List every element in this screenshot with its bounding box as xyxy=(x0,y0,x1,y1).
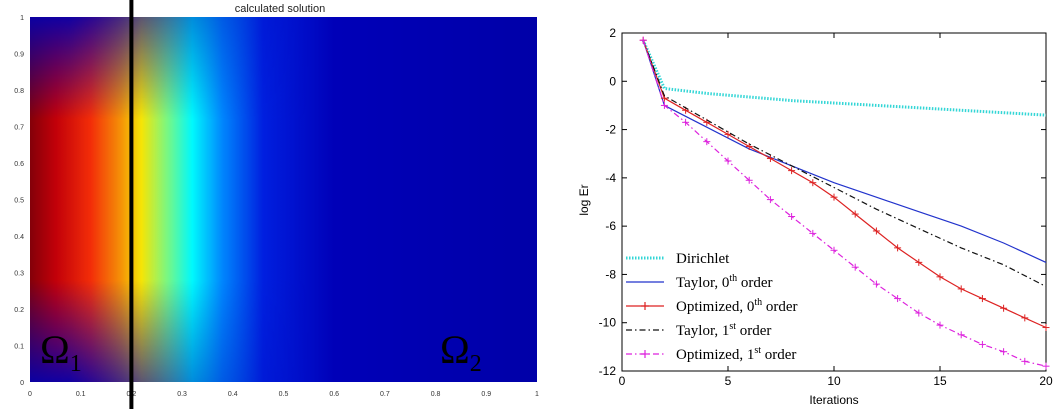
y-tick-label: -4 xyxy=(605,171,616,185)
heatmap-y-tick-label: 0.4 xyxy=(14,234,24,241)
heatmap-edge-shading xyxy=(30,17,537,382)
heatmap-title: calculated solution xyxy=(235,3,326,15)
heatmap-y-tick-label: 0.5 xyxy=(14,198,24,205)
series-3-marker xyxy=(1042,324,1050,332)
x-axis-ticks: 0 5 10 15 20 xyxy=(619,33,1053,388)
series-line-5 xyxy=(642,40,1047,367)
legend-label-2: Taylor, 0th order xyxy=(676,273,773,291)
series-5-marker xyxy=(851,263,859,271)
series-5-marker xyxy=(978,340,986,348)
heatmap-x-tick-label: 0.7 xyxy=(380,391,390,398)
y-tick-label: -8 xyxy=(605,267,616,281)
series-5-marker xyxy=(639,36,647,44)
x-tick-label: 10 xyxy=(827,374,841,388)
y-axis-label: log Er xyxy=(577,184,591,215)
x-tick-label: 5 xyxy=(725,374,732,388)
x-axis-label: Iterations xyxy=(809,393,858,407)
heatmap-x-tick-label: 0.6 xyxy=(329,391,339,398)
series-3-marker xyxy=(894,244,902,252)
heatmap-panel: calculated solution 00.10.20.30.40.50.60… xyxy=(14,0,539,409)
series-3-marker xyxy=(745,142,753,150)
y-tick-label: -2 xyxy=(605,123,616,137)
legend-label-5: Optimized, 1st order xyxy=(676,345,796,363)
convergence-panel: 0 5 10 15 20 2 0 -2 -4 -6 -8 -10 -12 Iterations log… xyxy=(560,0,1056,409)
y-tick-label: 0 xyxy=(609,74,616,88)
heatmap-y-tick-label: 0 xyxy=(20,380,24,387)
y-tick-label: -10 xyxy=(599,316,617,330)
series-line-3 xyxy=(642,39,1047,329)
heatmap-y-tick-label: 0.7 xyxy=(14,125,24,132)
series-3-marker xyxy=(936,273,944,281)
x-tick-label: 20 xyxy=(1039,374,1053,388)
heatmap-x-tick-label: 0.8 xyxy=(431,391,441,398)
heatmap-x-ticks: 00.10.20.30.40.50.60.70.80.91 xyxy=(28,391,539,398)
x-tick-label: 0 xyxy=(619,374,626,388)
series-5-marker xyxy=(936,321,944,329)
series-5-marker xyxy=(1021,357,1029,365)
heatmap-x-tick-label: 0 xyxy=(28,391,32,398)
series-5-marker xyxy=(682,118,690,126)
series-3-marker xyxy=(766,155,774,163)
plot-area xyxy=(621,32,1047,372)
series-3-marker xyxy=(1000,304,1008,312)
legend-label-3: Optimized, 0th order xyxy=(676,297,798,315)
heatmap-y-tick-label: 1 xyxy=(20,15,24,22)
series-5-marker xyxy=(894,295,902,303)
heatmap-x-tick-label: 0.3 xyxy=(177,391,187,398)
y-axis-ticks: 2 0 -2 -4 -6 -8 -10 -12 xyxy=(599,26,1046,378)
series-3-marker xyxy=(788,167,796,175)
series-3-marker xyxy=(978,295,986,303)
series-5-marker xyxy=(915,309,923,317)
series-5-marker xyxy=(1042,362,1050,370)
series-5-marker xyxy=(788,212,796,220)
series-line-2 xyxy=(642,40,1047,263)
omega1-label: Ω1 xyxy=(40,327,82,377)
heatmap-x-tick-label: 0.5 xyxy=(279,391,289,398)
legend-label-4: Taylor, 1st order xyxy=(676,321,771,339)
series-line-4 xyxy=(642,39,1047,288)
heatmap-y-tick-label: 0.3 xyxy=(14,271,24,278)
legend: Dirichlet Taylor, 0th order Optimized, 0th… xyxy=(626,251,798,363)
series-3-marker xyxy=(957,285,965,293)
series-3-marker xyxy=(809,179,817,187)
heatmap-y-tick-label: 0.6 xyxy=(14,161,24,168)
series-line-1 xyxy=(641,39,1047,117)
series-3-marker xyxy=(872,227,880,235)
series-3-marker xyxy=(915,258,923,266)
y-tick-label: -6 xyxy=(605,219,616,233)
series-5-marker xyxy=(830,246,838,254)
y-tick-label: -12 xyxy=(599,364,617,378)
heatmap-y-ticks: 0 0.1 0.2 0.3 0.4 0.5 0.6 0.7 0.8 0.9 1 xyxy=(14,15,24,387)
series-3-marker xyxy=(1021,314,1029,322)
series-3-marker xyxy=(724,130,732,138)
heatmap-x-tick-label: 0.9 xyxy=(481,391,491,398)
series-3-marker xyxy=(830,193,838,201)
x-tick-label: 15 xyxy=(933,374,947,388)
series-5-marker xyxy=(724,157,732,165)
series-5-marker xyxy=(957,331,965,339)
legend-label-1: Dirichlet xyxy=(676,251,730,267)
series-5-marker xyxy=(809,229,817,237)
heatmap-x-tick-label: 0.1 xyxy=(76,391,86,398)
heatmap-y-tick-label: 0.1 xyxy=(14,344,24,351)
heatmap-x-tick-label: 0.4 xyxy=(228,391,238,398)
series-5-marker xyxy=(703,138,711,146)
series-group xyxy=(639,36,1050,370)
heatmap-y-tick-label: 0.9 xyxy=(14,52,24,59)
series-5-marker xyxy=(660,101,668,109)
series-3-marker xyxy=(851,210,859,218)
series-5-marker xyxy=(872,280,880,288)
omega2-label: Ω2 xyxy=(440,327,482,377)
heatmap-x-tick-label: 1 xyxy=(535,391,539,398)
heatmap-y-tick-label: 0.8 xyxy=(14,88,24,95)
series-5-marker xyxy=(766,196,774,204)
y-tick-label: 2 xyxy=(609,26,616,40)
series-5-marker xyxy=(745,176,753,184)
series-5-marker xyxy=(1000,348,1008,356)
convergence-chart: 0 5 10 15 20 20-2-4-6-8-10-12 Iterations log… xyxy=(577,26,1053,407)
heatmap-y-tick-label: 0.2 xyxy=(14,307,24,314)
heatmap-chart: calculated solution 00.10.20.30.40.50.60… xyxy=(14,0,539,409)
